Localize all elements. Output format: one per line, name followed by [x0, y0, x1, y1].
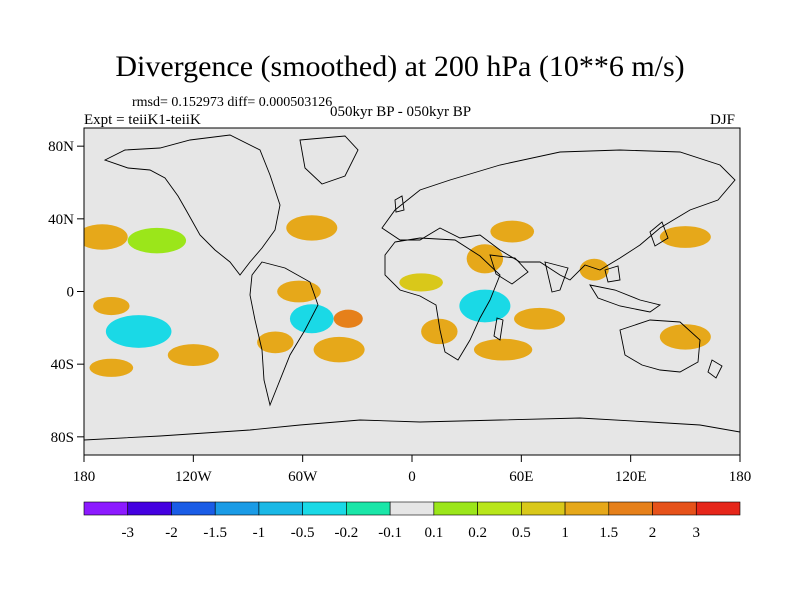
divergence-region — [617, 269, 662, 296]
divergence-region — [346, 186, 369, 198]
lat-tick-label: 40S — [51, 357, 74, 373]
latitude-axis: 80N 40N 0 40S 80S — [48, 139, 84, 446]
divergence-region — [399, 273, 443, 292]
colorbar-swatch — [652, 501, 697, 516]
lat-tick-label: 80S — [51, 430, 74, 446]
stats-text: rmsd= 0.152973 diff= 0.000503126 — [132, 95, 333, 110]
colorbar-label: 2 — [649, 525, 657, 541]
divergence-region — [466, 244, 504, 274]
lat-tick-label: 80N — [48, 139, 74, 155]
colorbar-swatch — [389, 501, 435, 516]
longitude-axis: 180 120W 60W 0 60E 120E 180 — [73, 455, 752, 485]
lon-tick-label: 120W — [175, 469, 213, 485]
chart-title: Divergence (smoothed) at 200 hPa (10**6 … — [115, 50, 685, 83]
divergence-region — [399, 356, 443, 372]
colorbar-swatch — [477, 501, 522, 516]
lon-tick-label: 120E — [615, 469, 647, 485]
colorbar-label: -0.1 — [378, 525, 402, 541]
season-label: DJF — [710, 112, 736, 128]
colorbar-label: -0.2 — [335, 525, 359, 541]
divergence-region — [311, 242, 349, 261]
colorbar-label: 1.5 — [599, 525, 618, 541]
divergence-region — [207, 291, 252, 310]
colorbar-label: -2 — [165, 525, 178, 541]
divergence-region — [89, 358, 134, 377]
divergence-region — [514, 307, 566, 330]
comparison-label: 050kyr BP - 050kyr BP — [330, 104, 472, 120]
colorbar-swatch — [83, 501, 129, 516]
colorbar-swatch — [171, 501, 216, 516]
divergence-region — [313, 336, 365, 363]
divergence-region — [289, 304, 334, 334]
divergence-region — [235, 198, 279, 221]
divergence-region — [659, 324, 711, 350]
lat-tick-label: 40N — [48, 212, 74, 228]
divergence-region — [93, 296, 130, 316]
divergence-region — [105, 315, 172, 348]
divergence-region — [421, 318, 458, 345]
divergence-region — [674, 262, 733, 285]
divergence-region — [167, 255, 219, 274]
divergence-region — [579, 258, 609, 281]
divergence-region — [565, 353, 624, 368]
divergence-region — [659, 226, 711, 248]
experiment-label: Expt = teiiK1-teiiK — [84, 112, 201, 128]
colorbar-swatch — [346, 501, 391, 516]
divergence-region — [286, 215, 338, 241]
lon-tick-label: 180 — [73, 469, 96, 485]
colorbar-label: 1 — [561, 525, 569, 541]
divergence-region — [395, 244, 484, 267]
colorbar-swatch — [214, 501, 260, 516]
divergence-region — [473, 338, 533, 361]
colorbar-label: 0.5 — [512, 525, 531, 541]
lon-tick-label: 0 — [408, 469, 416, 485]
colorbar-label: -0.5 — [291, 525, 315, 541]
divergence-region — [599, 318, 644, 337]
colorbar-label: 0.1 — [424, 525, 443, 541]
divergence-region — [257, 331, 294, 354]
colorbar-swatch — [608, 501, 653, 516]
lon-tick-label: 60E — [509, 469, 533, 485]
colorbar-label: 3 — [693, 525, 701, 541]
divergence-region — [167, 344, 219, 366]
divergence-region — [207, 240, 252, 263]
colorbar: -3 -2 -1.5 -1 -0.5 -0.2 -0.1 0.1 0.2 0.5 1 1.5 2 3 — [83, 501, 741, 541]
divergence-region — [459, 289, 511, 323]
colorbar-swatch — [564, 501, 610, 516]
map-area — [84, 128, 740, 455]
colorbar-swatch — [258, 501, 303, 516]
divergence-region — [277, 280, 321, 303]
colorbar-swatch — [302, 501, 347, 516]
coastlines — [84, 134, 740, 455]
divergence-region — [707, 300, 737, 319]
divergence-region — [333, 309, 363, 328]
colorbar-swatch — [433, 501, 478, 516]
divergence-region — [490, 220, 535, 243]
colorbar-label: 0.2 — [468, 525, 487, 541]
divergence-region — [127, 227, 187, 254]
lat-tick-label: 0 — [67, 285, 75, 301]
divergence-region — [548, 271, 586, 294]
divergence-region — [616, 211, 646, 227]
divergence-region — [694, 358, 731, 377]
lon-tick-label: 180 — [729, 469, 752, 485]
colorbar-label: -1 — [253, 525, 266, 541]
divergence-region — [84, 224, 128, 250]
colorbar-swatch — [521, 501, 566, 516]
divergence-region — [619, 416, 642, 428]
divergence-fields — [84, 186, 737, 428]
colorbar-swatch — [695, 501, 741, 516]
lon-tick-label: 60W — [288, 469, 318, 485]
colorbar-swatch — [127, 501, 172, 516]
colorbar-label: -1.5 — [203, 525, 227, 541]
colorbar-label: -3 — [121, 525, 134, 541]
